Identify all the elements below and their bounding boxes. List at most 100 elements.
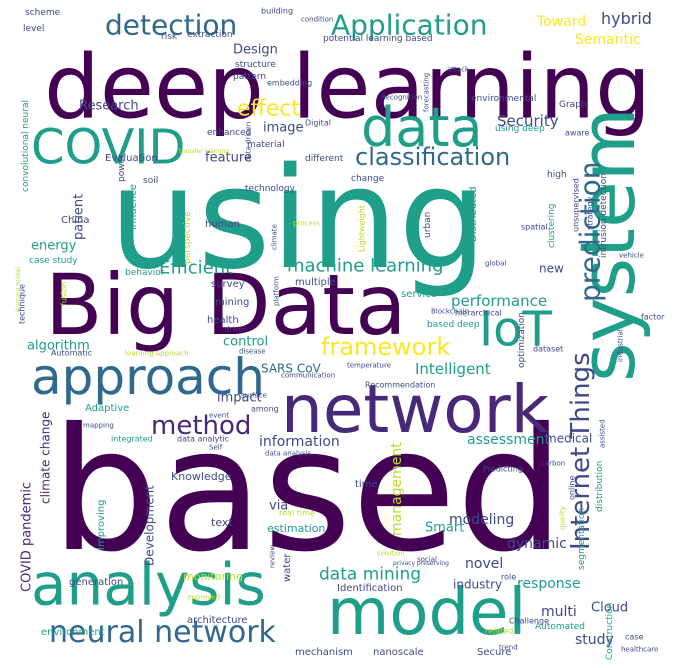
cloud-word: global: [485, 259, 507, 268]
cloud-word: architecture: [187, 615, 248, 626]
cloud-word: nanoscale: [373, 647, 424, 658]
cloud-word: feature: [205, 150, 252, 166]
cloud-word: risk: [161, 31, 178, 42]
cloud-word: different: [305, 153, 344, 164]
cloud-word: assessment: [467, 431, 550, 448]
cloud-word: data: [361, 95, 483, 159]
cloud-word: convolutional neural: [20, 100, 31, 192]
cloud-word: optimization: [516, 312, 527, 368]
cloud-word: related: [485, 626, 514, 636]
cloud-word: case: [625, 632, 644, 642]
cloud-word: fusion: [59, 281, 69, 306]
cloud-word: aware: [565, 128, 590, 138]
cloud-word: using: [109, 138, 488, 301]
cloud-word: estimation: [267, 522, 326, 536]
cloud-word: Automatic: [51, 348, 93, 358]
cloud-word: climate change: [38, 411, 53, 504]
cloud-word: Identification: [337, 583, 403, 594]
cloud-word: study: [575, 631, 614, 648]
cloud-word: China: [61, 215, 90, 226]
cloud-word: among: [251, 404, 279, 414]
cloud-word: COVID pandemic: [19, 481, 35, 592]
cloud-word: quality: [558, 506, 567, 530]
cloud-word: multiple: [295, 277, 336, 288]
cloud-word: classification: [355, 142, 511, 171]
cloud-word: extraction: [187, 29, 233, 40]
cloud-word: survey: [211, 279, 245, 290]
cloud-word: modeling: [449, 511, 515, 528]
cloud-word: model: [327, 575, 527, 650]
cloud-word: vehicle: [619, 251, 644, 260]
cloud-word: enhanced: [207, 127, 252, 138]
cloud-word: Distributed: [468, 186, 479, 242]
cloud-word: method: [151, 411, 252, 442]
cloud-word: generation: [69, 577, 124, 588]
cloud-word: Evaluation: [105, 153, 158, 164]
cloud-word: communication: [281, 371, 336, 380]
cloud-word: climate: [270, 224, 279, 250]
cloud-word: management: [388, 442, 405, 536]
cloud-word: using deep: [495, 123, 545, 134]
cloud-word: monitoring: [183, 570, 244, 584]
cloud-word: trend: [499, 643, 518, 652]
cloud-word: dataset: [533, 344, 564, 354]
cloud-word: Automated: [535, 621, 585, 632]
cloud-word: data driven: [244, 121, 253, 162]
cloud-word: Improving: [96, 499, 107, 550]
cloud-word: based: [51, 392, 565, 590]
cloud-word: Graph: [559, 99, 587, 110]
cloud-word: condition: [301, 15, 334, 24]
cloud-word: analysis: [31, 550, 266, 619]
cloud-word: industry: [453, 577, 503, 592]
cloud-word: event: [209, 411, 229, 420]
cloud-word: structure: [235, 59, 276, 70]
cloud-word: Lightweight: [357, 205, 367, 252]
cloud-word: segmentation: [576, 507, 587, 570]
cloud-word: via: [269, 498, 289, 514]
cloud-word: clustering: [546, 203, 557, 248]
cloud-word: embedding: [267, 78, 313, 88]
cloud-word: mechanism: [295, 647, 353, 658]
cloud-word: Efficient: [159, 257, 233, 279]
cloud-word: network: [281, 371, 550, 449]
cloud-word: environmental: [471, 93, 537, 104]
cloud-word: health: [207, 315, 239, 326]
cloud-word: mining: [215, 297, 250, 308]
cloud-word: surface: [241, 391, 267, 400]
cloud-word: soil: [143, 175, 159, 186]
cloud-word: data analysis: [265, 449, 312, 458]
cloud-word: SARS CoV: [261, 361, 321, 376]
cloud-word: potential learning based: [323, 33, 433, 44]
cloud-word: influence: [128, 184, 139, 230]
cloud-word: social: [417, 555, 437, 564]
cloud-word: high: [547, 169, 567, 180]
cloud-word: integrated: [111, 434, 153, 444]
cloud-word: neural network: [49, 615, 276, 650]
cloud-word: Self: [209, 443, 223, 452]
cloud-word: technology: [245, 183, 295, 194]
cloud-word: transfer learning: [179, 148, 230, 156]
cloud-word: unsupervised: [571, 178, 581, 232]
cloud-word: deep learning: [44, 35, 651, 139]
cloud-word: solution: [377, 549, 405, 558]
cloud-word: approach: [31, 348, 265, 406]
cloud-word: information: [259, 433, 340, 450]
cloud-word: Construction: [604, 602, 615, 660]
cloud-word: effect: [237, 96, 300, 122]
cloud-word: Intelligent: [415, 360, 491, 378]
cloud-word: Development: [142, 485, 157, 566]
cloud-word: Recommendation: [365, 380, 436, 390]
cloud-word: mapping: [83, 421, 114, 430]
cloud-word: hierarchical: [455, 308, 502, 318]
cloud-word: review: [268, 544, 277, 568]
cloud-word: Toward: [537, 13, 587, 30]
cloud-word: online: [567, 475, 577, 500]
cloud-word: learning approach: [125, 349, 189, 358]
cloud-word: framework: [321, 332, 451, 361]
cloud-word: healthcare: [621, 645, 659, 654]
cloud-word: industrial: [616, 329, 625, 362]
cloud-word: level: [23, 23, 45, 34]
cloud-word: medical: [545, 431, 593, 446]
cloud-word: material: [247, 139, 285, 150]
cloud-word: Application: [331, 8, 488, 42]
